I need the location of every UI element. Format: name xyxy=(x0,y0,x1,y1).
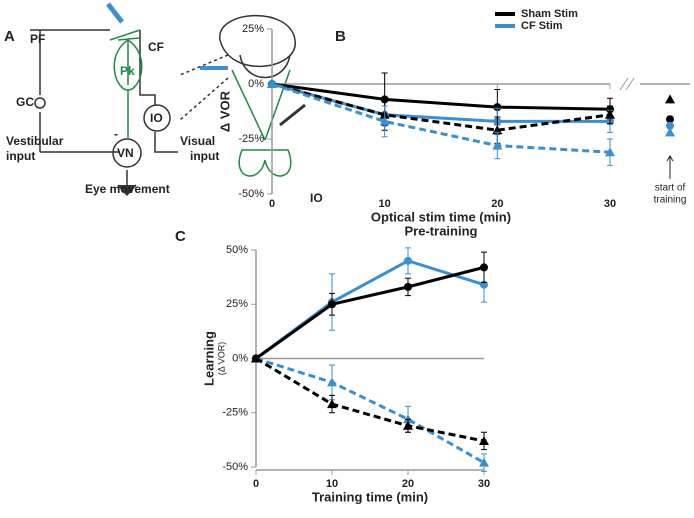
annotation-arrow xyxy=(666,155,674,179)
legend-label: Sham Stim xyxy=(521,8,578,20)
y-tick-label: -50% xyxy=(238,188,264,200)
diagram-label: Visual xyxy=(180,134,215,148)
diagram-label: input xyxy=(6,149,35,163)
series-line xyxy=(271,82,611,154)
marker xyxy=(328,300,336,309)
x-tick-label: 30 xyxy=(478,478,490,490)
marker xyxy=(493,103,502,112)
diagram-label: CF xyxy=(148,40,164,54)
panel-letter: A xyxy=(4,28,15,45)
diagram-label: VN xyxy=(117,146,134,160)
marker xyxy=(480,263,488,272)
diagram-label: Vestibular xyxy=(6,134,64,148)
diagram-label: IO xyxy=(150,111,163,125)
x-tick-label: 20 xyxy=(402,478,414,490)
marker xyxy=(666,121,674,130)
diagram-label: PF xyxy=(30,32,45,46)
diagram-label: GC xyxy=(16,95,34,109)
marker xyxy=(251,353,261,363)
marker xyxy=(666,115,674,124)
y-tick-label: -50% xyxy=(222,461,248,473)
syringe xyxy=(279,103,306,127)
diagram-label: Pk xyxy=(120,64,135,78)
gc-node xyxy=(34,97,46,109)
y-tick-label: 25% xyxy=(242,23,264,35)
y-tick-label: -25% xyxy=(238,133,264,145)
legend-label: CF Stim xyxy=(521,20,563,32)
marker xyxy=(327,399,337,409)
marker xyxy=(665,94,675,104)
marker xyxy=(379,116,390,126)
marker xyxy=(665,127,675,137)
marker xyxy=(267,79,277,88)
x-tick-label: 20 xyxy=(491,198,503,210)
x-tick-label: 0 xyxy=(253,478,259,490)
x-tick-label: 30 xyxy=(604,198,616,210)
stim-arrow xyxy=(106,2,124,24)
y-tick-label: 25% xyxy=(226,298,248,310)
wire xyxy=(30,29,120,153)
series-line xyxy=(271,82,611,132)
series-line xyxy=(255,265,485,360)
arrow-head xyxy=(117,184,137,197)
marker xyxy=(479,435,489,445)
marker xyxy=(404,282,412,291)
y-tick-label: 0% xyxy=(232,352,248,364)
subtitle: Pre-training xyxy=(405,223,478,238)
x-axis-label: Training time (min) xyxy=(312,489,428,504)
x-axis-label: Optical stim time (min) xyxy=(371,209,511,224)
wire xyxy=(126,30,178,185)
x-tick-label: 10 xyxy=(379,198,391,210)
x-tick-label: 0 xyxy=(269,198,275,210)
diagram-label: Eye movement xyxy=(85,182,170,196)
panel-letter: C xyxy=(175,228,186,245)
annotation: training xyxy=(654,195,687,206)
marker xyxy=(404,256,412,265)
series-line xyxy=(255,357,485,443)
diagram-label: - xyxy=(114,127,118,141)
panel-letter: B xyxy=(335,28,346,45)
pk-cell xyxy=(109,29,143,138)
vn-node xyxy=(112,138,142,168)
brain xyxy=(219,14,296,79)
y-tick-label: 50% xyxy=(226,244,248,256)
annotation: start of xyxy=(655,183,686,194)
marker xyxy=(605,109,615,119)
diagram-label: IO xyxy=(310,191,323,205)
series-line xyxy=(271,82,611,111)
y-tick-label: -25% xyxy=(222,407,248,419)
y-axis-label: Learning xyxy=(201,331,216,386)
diagram-label: input xyxy=(190,149,219,163)
x-tick-label: 10 xyxy=(326,478,338,490)
marker xyxy=(479,457,489,467)
io-node xyxy=(143,104,171,132)
diagram xyxy=(30,2,306,197)
y-tick-label: 0% xyxy=(248,78,264,90)
marker xyxy=(403,420,413,430)
axis-break xyxy=(619,77,635,91)
series-line xyxy=(255,357,485,464)
zoom-line xyxy=(179,54,229,121)
y-axis-label: Δ VOR xyxy=(217,90,232,132)
marker xyxy=(492,140,503,150)
marker xyxy=(327,377,337,387)
y-axis-sublabel: (Δ VOR) xyxy=(216,342,226,376)
pathway xyxy=(231,69,292,177)
marker xyxy=(605,147,615,157)
